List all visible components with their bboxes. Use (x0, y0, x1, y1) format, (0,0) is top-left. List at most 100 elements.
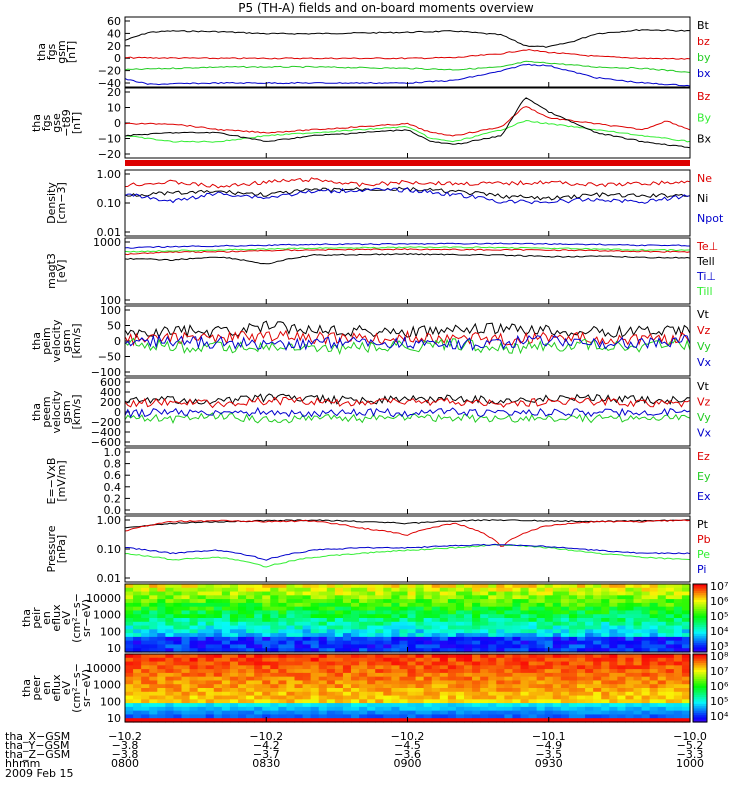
x-tick-label: −10.2 (249, 730, 283, 743)
heatmap-cell (141, 591, 150, 596)
heatmap-cell (141, 654, 150, 659)
heatmap-cell (536, 618, 546, 623)
heatmap-cell (359, 669, 368, 674)
y-tick-label: 0 (114, 335, 121, 348)
heatmap-cell (286, 621, 296, 627)
heatmap-cell (149, 610, 158, 615)
heatmap-cell (544, 636, 554, 642)
heatmap-cell (375, 684, 384, 689)
heatmap-cell (262, 636, 271, 642)
heatmap-cell (552, 606, 562, 612)
heatmap-cell (278, 591, 288, 596)
x-tick-label: −3.5 (535, 748, 562, 761)
heatmap-cell (455, 688, 465, 693)
heatmap-cell (189, 661, 199, 666)
y-tick-label: 10 (107, 102, 121, 115)
heatmap-cell (221, 599, 231, 604)
heatmap-cell (141, 695, 150, 700)
heatmap-cell (310, 684, 320, 689)
heatmap-cell (649, 644, 659, 649)
heatmap-cell (480, 714, 489, 719)
colorbar-cell (693, 640, 707, 644)
heatmap-cell (472, 688, 481, 693)
y-tick-label: −100 (91, 366, 121, 379)
heatmap-cell (552, 629, 562, 634)
heatmap-cell (149, 591, 158, 596)
heatmap-cell (125, 610, 134, 615)
heatmap-cell (334, 672, 344, 678)
heatmap-cell (351, 625, 360, 630)
heatmap-cell (246, 661, 255, 666)
heatmap-cell (593, 587, 602, 593)
heatmap-cell (254, 710, 263, 716)
heatmap-cell (173, 695, 183, 700)
heatmap-cell (278, 629, 288, 634)
heatmap-cell (375, 602, 384, 608)
heatmap-cell (657, 618, 667, 623)
heatmap-cell (552, 699, 562, 704)
heatmap-cell (496, 595, 505, 600)
heatmap-cell (359, 625, 368, 630)
heatmap-cell (205, 614, 215, 619)
heatmap-cell (593, 661, 602, 666)
heatmap-cell (504, 602, 514, 608)
heatmap-cell (657, 636, 667, 642)
heatmap-cell (351, 706, 360, 712)
heatmap-cell (149, 633, 158, 638)
heatmap-cell (560, 684, 570, 689)
heatmap-cell (157, 680, 166, 685)
heatmap-cell (262, 703, 271, 708)
heatmap-cell (673, 610, 683, 615)
heatmap-cell (657, 595, 667, 600)
heatmap-cell (560, 648, 570, 653)
heatmap-cell (254, 599, 263, 604)
heatmap-cell (649, 676, 659, 682)
heatmap-cell (238, 606, 247, 612)
heatmap-cell (133, 657, 142, 663)
colorbar-cell (693, 620, 707, 624)
heatmap-cell (302, 714, 312, 719)
heatmap-cell (262, 610, 271, 615)
y-axis-label: E=−VxB (45, 458, 58, 505)
heatmap-cell (270, 714, 279, 719)
heatmap-cell (528, 621, 538, 627)
y-tick-label: 0.2 (104, 492, 122, 505)
heatmap-cell (568, 648, 578, 653)
series-line-Bt (124, 29, 691, 48)
heatmap-cell (464, 691, 473, 697)
heatmap-cell (617, 676, 627, 682)
heatmap-cell (657, 706, 667, 712)
heatmap-cell (617, 661, 627, 666)
heatmap-cell (165, 618, 175, 623)
heatmap-cell (318, 629, 328, 634)
heatmap-cell (455, 714, 465, 719)
heatmap-cell (310, 640, 320, 646)
heatmap-cell (633, 710, 643, 716)
colorbar-cell (693, 678, 707, 682)
heatmap-cell (375, 699, 384, 704)
heatmap-cell (528, 688, 538, 693)
heatmap-cell (229, 633, 239, 638)
y-tick-label: 0 (114, 117, 121, 130)
heatmap-cell (149, 672, 158, 678)
heatmap-cell (423, 706, 433, 712)
heatmap-cell (472, 640, 481, 646)
heatmap-cell (673, 710, 683, 716)
heatmap-cell (359, 718, 368, 723)
heatmap-cell (141, 629, 150, 634)
heatmap-cell (585, 699, 594, 704)
heatmap-cell (229, 629, 239, 634)
heatmap-cell (415, 654, 425, 659)
heatmap-cell (213, 665, 223, 670)
heatmap-cell (270, 599, 279, 604)
heatmap-cell (359, 599, 368, 604)
heatmap-cell (415, 648, 425, 653)
heatmap-cell (504, 587, 514, 593)
heatmap-cell (399, 718, 409, 723)
heatmap-cell (447, 688, 457, 693)
heatmap-cell (359, 610, 368, 615)
heatmap-cell (221, 665, 231, 670)
heatmap-cell (383, 591, 392, 596)
heatmap-cell (375, 665, 384, 670)
